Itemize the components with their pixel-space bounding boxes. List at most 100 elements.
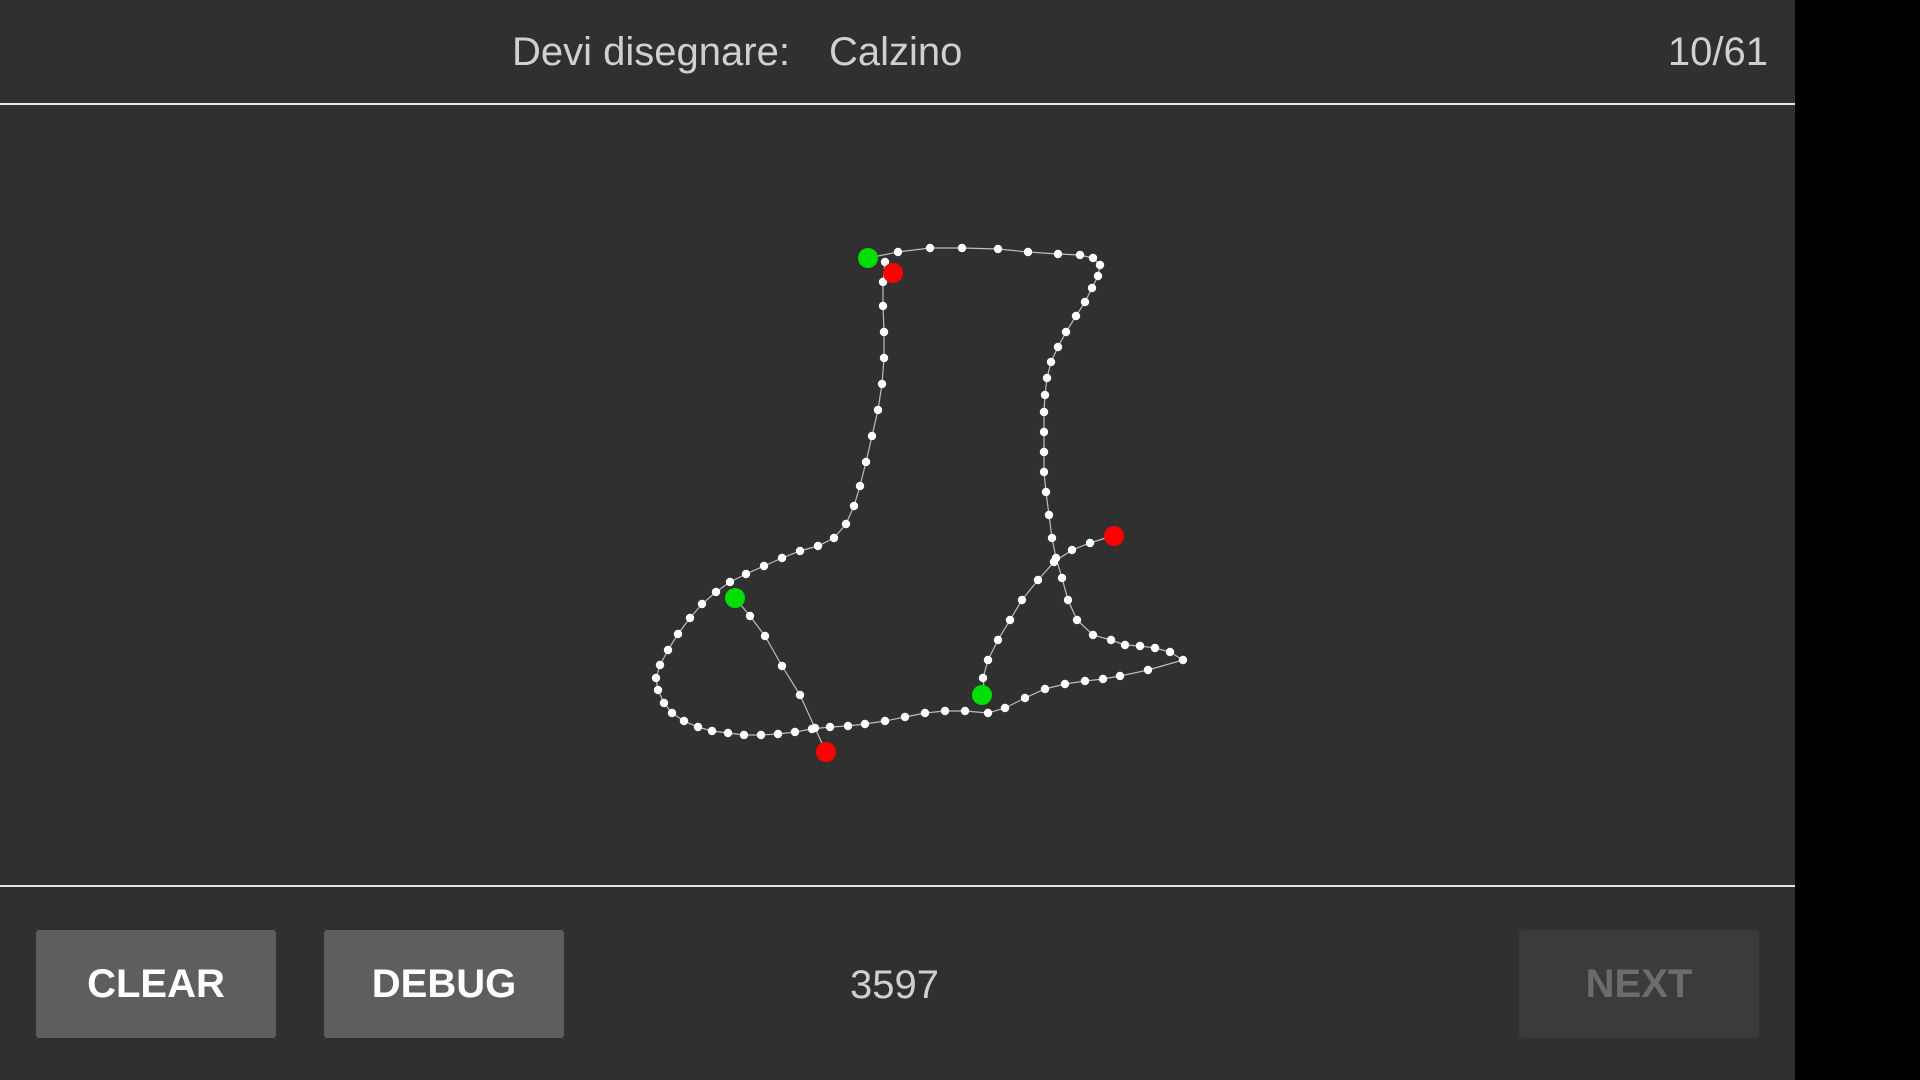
sketch-point (878, 277, 888, 287)
sketch-point (1000, 703, 1010, 713)
sketch-point (777, 553, 787, 563)
stroke-start-marker (725, 588, 745, 608)
sketch-point (1120, 640, 1130, 650)
sketch-point (925, 243, 935, 253)
sketch-point (879, 353, 889, 363)
sketch-point (659, 698, 669, 708)
sketch-point (679, 716, 689, 726)
sketch-point (1040, 390, 1050, 400)
sketch-point (655, 660, 665, 670)
sketch-point (667, 708, 677, 718)
sketch-point (1053, 249, 1063, 259)
sketch-point (1041, 487, 1051, 497)
sketch-point (1150, 643, 1160, 653)
sketch-point (1005, 615, 1015, 625)
sketch-point (760, 631, 770, 641)
sketch-point (825, 722, 835, 732)
sketch-point (739, 730, 749, 740)
sketch-point (880, 257, 890, 267)
sketch-point (1044, 510, 1054, 520)
header-bar: Devi disegnare: Calzino 10/61 (0, 0, 1795, 105)
sketch-point (1085, 538, 1095, 548)
sketch-point (879, 327, 889, 337)
sketch-point (1106, 635, 1116, 645)
sketch-point (1071, 311, 1081, 321)
progress-counter: 10/61 (1667, 30, 1768, 74)
sketch-point (1060, 679, 1070, 689)
sketch-point (1063, 595, 1073, 605)
sketch-point (893, 247, 903, 257)
sketch-point (873, 405, 883, 415)
sketch-point (653, 685, 663, 695)
sketch-point (685, 613, 695, 623)
sketch-point (829, 533, 839, 543)
sketch-point (920, 708, 930, 718)
sketch-stroke-2 (982, 535, 1113, 696)
sketch-point (693, 722, 703, 732)
sketch-point (983, 708, 993, 718)
sketch-point (1053, 342, 1063, 352)
sketch-point (1095, 260, 1105, 270)
sketch-point (1080, 676, 1090, 686)
sketch-point (843, 721, 853, 731)
sketch-point (841, 519, 851, 529)
sketch-point (867, 431, 877, 441)
prompt-label: Devi disegnare: (512, 30, 790, 74)
sketch-point (745, 611, 755, 621)
sketch-point (878, 301, 888, 311)
sketch-point (795, 546, 805, 556)
prompt-word: Calzino (829, 30, 963, 74)
sketch-point (1039, 407, 1049, 417)
sketch-point (1049, 557, 1059, 567)
sketch-point (1023, 247, 1033, 257)
sketch-point (1075, 250, 1085, 260)
stroke-end-marker (883, 263, 903, 283)
sketch-point (1017, 595, 1027, 605)
sketch-point (773, 729, 783, 739)
sketch-point (756, 730, 766, 740)
sketch-point (1039, 447, 1049, 457)
sketch-point (1061, 327, 1071, 337)
sketch-point (723, 728, 733, 738)
drawing-canvas[interactable] (0, 105, 1795, 887)
sketch-point (849, 501, 859, 511)
sketch-point (795, 690, 805, 700)
sketch-point (673, 629, 683, 639)
sketch-point (759, 561, 769, 571)
stroke-end-marker (816, 742, 836, 762)
sketch-point (960, 706, 970, 716)
sketch-point (707, 726, 717, 736)
sketch-point (1040, 684, 1050, 694)
sketch-point (813, 541, 823, 551)
sketch-point (711, 587, 721, 597)
sketch-point (1039, 467, 1049, 477)
sketch-point (1165, 647, 1175, 657)
sketch-point (993, 635, 1003, 645)
next-button[interactable]: NEXT (1519, 930, 1759, 1038)
sketch-point (1046, 357, 1056, 367)
sketch-point (1088, 253, 1098, 263)
stroke-start-marker (972, 685, 992, 705)
stroke-end-marker (1104, 526, 1124, 546)
sketch-point (1087, 283, 1097, 293)
sketch-point (741, 569, 751, 579)
sketch-stroke-1 (655, 247, 1185, 736)
sketch-point (860, 719, 870, 729)
sketch-point (880, 716, 890, 726)
sketch-point (957, 243, 967, 253)
sketch-point (1135, 641, 1145, 651)
sketch-point (1093, 271, 1103, 281)
sketch-point (861, 457, 871, 467)
sketch-point (651, 673, 661, 683)
sketch-point (855, 481, 865, 491)
sketch-point (1178, 655, 1188, 665)
sketch-point (1020, 693, 1030, 703)
sketch-point (697, 599, 707, 609)
sketch-point (1080, 297, 1090, 307)
clear-button[interactable]: CLEAR (36, 930, 276, 1038)
debug-button[interactable]: DEBUG (324, 930, 564, 1038)
sketch-point (1088, 630, 1098, 640)
sketch-point (663, 645, 673, 655)
sketch-point (1047, 533, 1057, 543)
sketch-drawing (651, 243, 1188, 762)
